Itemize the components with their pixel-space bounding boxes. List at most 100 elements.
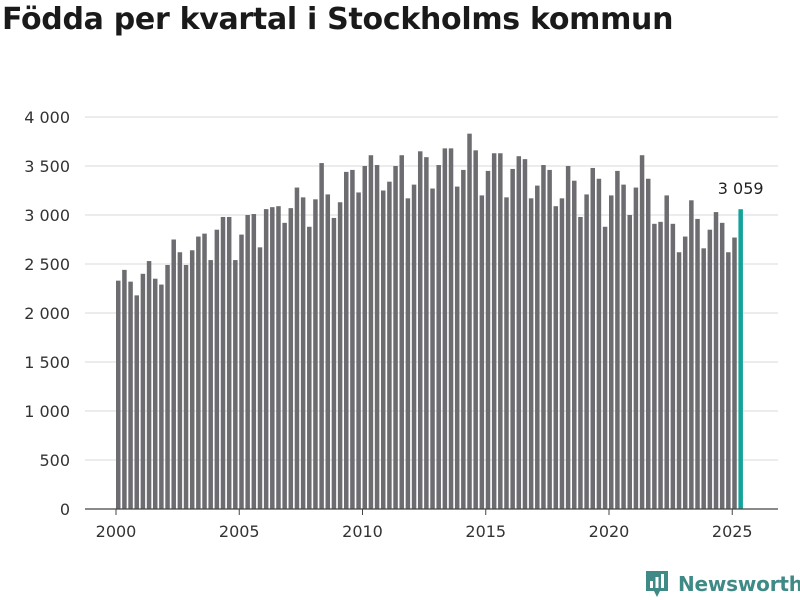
bar bbox=[553, 206, 559, 509]
bar bbox=[251, 214, 257, 509]
bar bbox=[233, 260, 238, 509]
highlight-value-label: 3 059 bbox=[718, 179, 764, 198]
y-tick-label: 2 500 bbox=[24, 255, 70, 274]
bar bbox=[485, 170, 491, 509]
bar bbox=[399, 155, 404, 509]
bar bbox=[572, 180, 577, 509]
y-tick-label: 2 000 bbox=[24, 304, 70, 323]
bar bbox=[621, 184, 626, 509]
bar bbox=[442, 148, 448, 510]
bar bbox=[239, 234, 244, 509]
bar bbox=[430, 188, 435, 510]
bar bbox=[214, 229, 220, 509]
bar bbox=[417, 151, 423, 510]
bar bbox=[380, 190, 386, 509]
newsworthy-logo-icon bbox=[646, 571, 668, 597]
y-tick-label: 3 500 bbox=[24, 157, 70, 176]
bar bbox=[393, 166, 398, 509]
bar bbox=[522, 159, 528, 509]
bar bbox=[307, 226, 312, 509]
bar bbox=[405, 198, 411, 509]
bar bbox=[146, 261, 152, 509]
bar bbox=[337, 202, 343, 509]
axes bbox=[85, 508, 778, 515]
bar bbox=[726, 252, 731, 510]
bar bbox=[362, 166, 367, 509]
y-tick-label: 1 500 bbox=[24, 353, 70, 372]
bar bbox=[202, 233, 207, 509]
bar bbox=[479, 195, 485, 509]
bar bbox=[701, 248, 706, 509]
bar bbox=[116, 280, 121, 509]
bar bbox=[719, 222, 725, 509]
labels: 0 500 1 000 1 500 2 000 2 500 3 000 3 500 4 000 2… bbox=[24, 108, 763, 541]
bar bbox=[707, 229, 713, 509]
bar bbox=[319, 163, 324, 509]
bar bbox=[245, 215, 250, 509]
bar bbox=[294, 187, 300, 509]
bar bbox=[596, 178, 602, 510]
bar bbox=[565, 166, 571, 509]
y-tick-label: 500 bbox=[39, 451, 70, 470]
bar bbox=[670, 223, 676, 509]
bar bbox=[473, 150, 478, 509]
bar bbox=[134, 295, 139, 509]
bar bbox=[633, 187, 639, 509]
bar bbox=[535, 185, 540, 509]
page-title: Födda per kvartal i Stockholms kommun bbox=[2, 2, 674, 37]
bar bbox=[288, 208, 294, 509]
y-tick-label: 4 000 bbox=[24, 108, 70, 127]
bar bbox=[541, 165, 546, 509]
bar bbox=[159, 284, 164, 509]
bar bbox=[645, 178, 651, 510]
bar bbox=[664, 195, 669, 509]
bar bbox=[387, 181, 392, 509]
bar bbox=[528, 198, 534, 509]
bar bbox=[695, 218, 700, 510]
bar bbox=[609, 195, 614, 509]
bar bbox=[282, 222, 287, 509]
bar bbox=[713, 212, 719, 509]
bar bbox=[220, 216, 226, 509]
bar bbox=[196, 236, 201, 509]
bar bbox=[300, 197, 306, 510]
x-tick-label: 2020 bbox=[589, 522, 630, 541]
bar bbox=[682, 236, 688, 509]
x-tick-label: 2015 bbox=[465, 522, 506, 541]
y-tick-label: 3 000 bbox=[24, 206, 70, 225]
bar bbox=[344, 171, 349, 509]
bar bbox=[676, 252, 682, 510]
bar bbox=[122, 269, 127, 509]
bar bbox=[498, 153, 503, 509]
brand-logo: Newsworthy bbox=[644, 569, 800, 599]
bar bbox=[689, 200, 694, 510]
bar bbox=[602, 226, 608, 509]
bar bbox=[183, 264, 189, 509]
bar bbox=[208, 260, 213, 509]
bar bbox=[559, 198, 565, 509]
bar bbox=[578, 216, 583, 509]
bar bbox=[658, 221, 663, 510]
bar bbox=[331, 217, 337, 509]
bar bbox=[270, 207, 275, 509]
bar bbox=[504, 197, 509, 510]
bar bbox=[584, 194, 589, 510]
bar bbox=[189, 250, 195, 509]
bar bbox=[461, 169, 466, 510]
bar bbox=[627, 215, 632, 509]
bar bbox=[652, 223, 657, 509]
bar bbox=[356, 192, 361, 509]
bar bbox=[639, 155, 645, 509]
bar bbox=[171, 239, 176, 509]
bar bbox=[165, 264, 170, 509]
bar bbox=[436, 165, 441, 509]
bar bbox=[510, 168, 515, 509]
bar bbox=[467, 133, 472, 509]
bar bbox=[491, 153, 497, 509]
y-tick-label: 1 000 bbox=[24, 402, 70, 421]
bar bbox=[374, 165, 380, 509]
x-tick-label: 2010 bbox=[342, 522, 383, 541]
bar bbox=[325, 194, 331, 510]
bar bbox=[350, 169, 355, 510]
bar bbox=[263, 209, 269, 509]
